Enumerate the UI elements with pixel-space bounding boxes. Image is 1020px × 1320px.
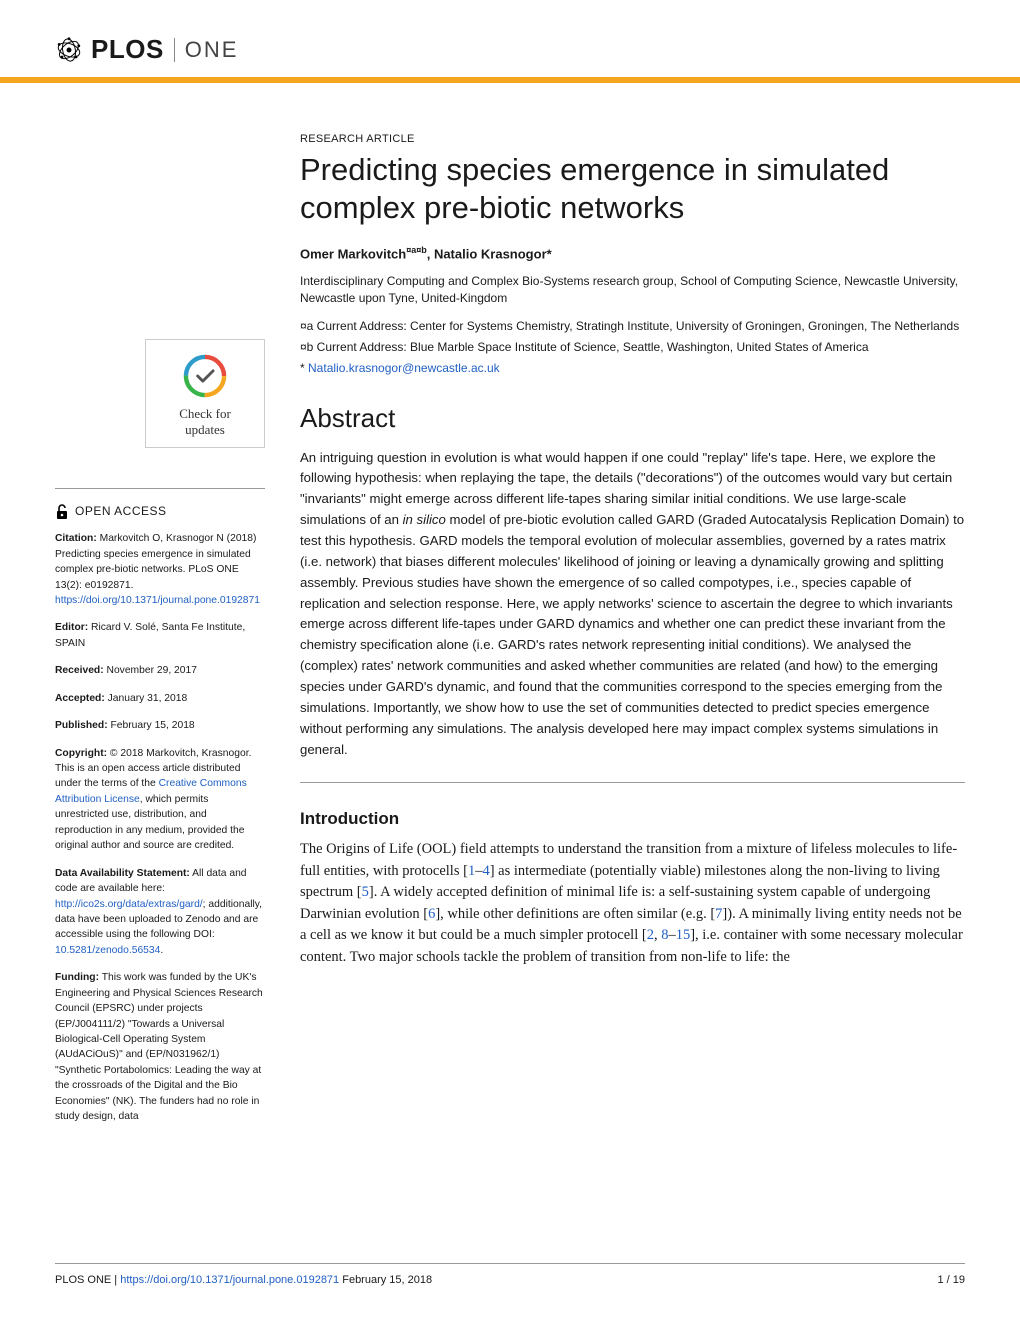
sidebar: Check for updates OPEN ACCESS Citation: … <box>55 133 265 1137</box>
plos-wordmark: PLOS <box>91 34 164 65</box>
current-address-a: ¤a Current Address: Center for Systems C… <box>300 318 965 335</box>
footer-rule <box>55 1263 965 1264</box>
plos-orbit-icon <box>55 36 83 64</box>
introduction-paragraph: The Origins of Life (OOL) field attempts… <box>300 839 965 968</box>
logo-divider <box>174 38 175 62</box>
editor-block: Editor: Ricard V. Solé, Santa Fe Institu… <box>55 620 265 651</box>
check-for-updates-widget[interactable]: Check for updates <box>145 339 265 448</box>
plos-logo: PLOS <box>55 34 164 65</box>
data-availability-block: Data Availability Statement: All data an… <box>55 866 265 959</box>
logo-row: PLOS ONE <box>55 34 965 65</box>
article-title: Predicting species emergence in simulate… <box>300 151 965 227</box>
abstract-text: An intriguing question in evolution is w… <box>300 448 965 761</box>
open-access-row: OPEN ACCESS <box>55 503 265 521</box>
ref-15-link[interactable]: 15 <box>676 927 691 943</box>
affiliation: Interdisciplinary Computing and Complex … <box>300 273 965 308</box>
open-access-label: OPEN ACCESS <box>75 503 167 520</box>
email-link[interactable]: Natalio.krasnogor@newcastle.ac.uk <box>308 361 500 375</box>
article-type: RESEARCH ARTICLE <box>300 133 965 145</box>
footer-page-number: 1 / 19 <box>937 1274 965 1286</box>
copyright-block: Copyright: © 2018 Markovitch, Krasnogor.… <box>55 746 265 854</box>
sidebar-rule <box>55 488 265 489</box>
footer-left: PLOS ONE | https://doi.org/10.1371/journ… <box>55 1274 432 1286</box>
citation-block: Citation: Markovitch O, Krasnogor N (201… <box>55 531 265 608</box>
author-list: Omer Markovitch¤a¤b, Natalio Krasnogor* <box>300 245 965 261</box>
abstract-heading: Abstract <box>300 403 965 434</box>
ref-2-link[interactable]: 2 <box>647 927 654 943</box>
introduction-heading: Introduction <box>300 809 965 829</box>
check-updates-label: Check for updates <box>164 406 246 437</box>
journal-header: PLOS ONE <box>0 0 1020 83</box>
page-footer: PLOS ONE | https://doi.org/10.1371/journ… <box>0 1263 1020 1320</box>
ref-5-link[interactable]: 5 <box>362 884 369 900</box>
ref-4-link[interactable]: 4 <box>482 863 489 879</box>
corresponding-email: * Natalio.krasnogor@newcastle.ac.uk <box>300 361 965 375</box>
data-doi-link[interactable]: 10.5281/zenodo.56534 <box>55 945 160 956</box>
published-block: Published: February 15, 2018 <box>55 718 265 733</box>
main-column: RESEARCH ARTICLE Predicting species emer… <box>300 133 965 1137</box>
open-access-lock-icon <box>55 503 69 521</box>
funding-block: Funding: This work was funded by the UK'… <box>55 970 265 1124</box>
current-address-b: ¤b Current Address: Blue Marble Space In… <box>300 339 965 356</box>
accepted-block: Accepted: January 31, 2018 <box>55 691 265 706</box>
section-rule <box>300 782 965 783</box>
crossmark-icon <box>164 354 246 398</box>
data-url1-link[interactable]: http://ico2s.org/data/extras/gard/ <box>55 899 203 910</box>
page-body: Check for updates OPEN ACCESS Citation: … <box>0 83 1020 1137</box>
journal-name: ONE <box>185 37 239 63</box>
citation-doi-link[interactable]: https://doi.org/10.1371/journal.pone.019… <box>55 595 260 606</box>
footer-doi-link[interactable]: https://doi.org/10.1371/journal.pone.019… <box>120 1274 339 1286</box>
received-block: Received: November 29, 2017 <box>55 663 265 678</box>
